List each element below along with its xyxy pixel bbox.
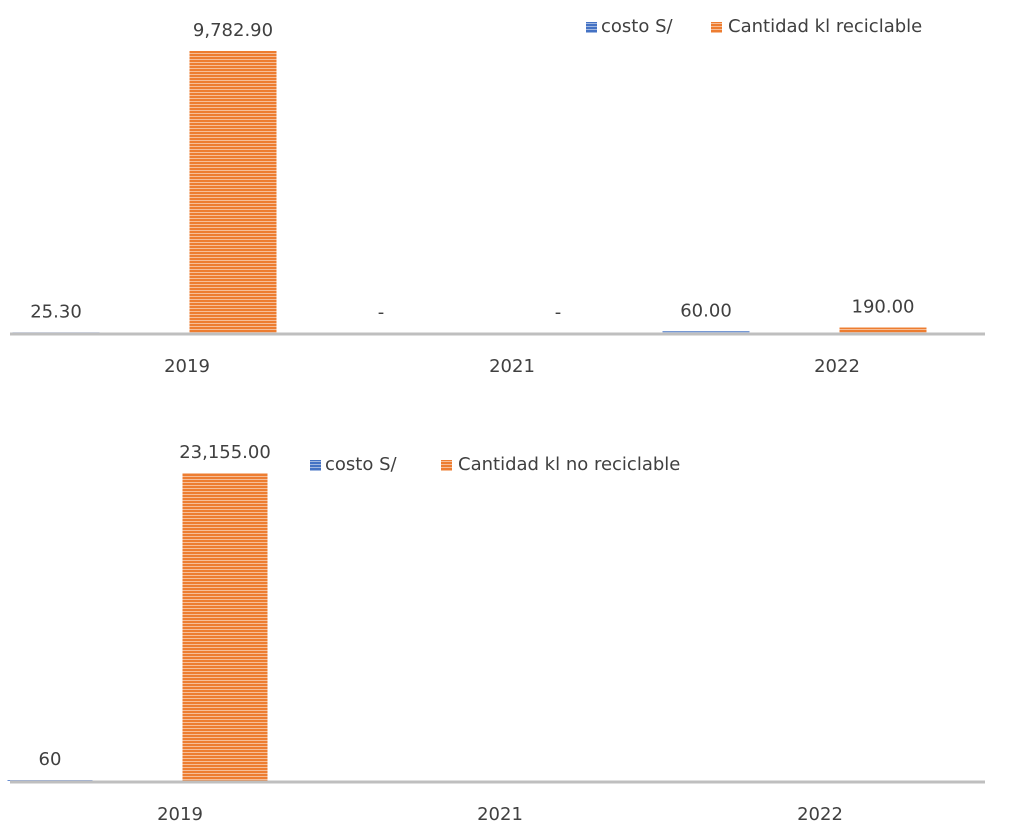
bar-1-s2-2022 bbox=[839, 327, 927, 333]
x-tick-label-2-2021: 2021 bbox=[477, 804, 523, 823]
data-label-1-s1-2022: 60.00 bbox=[680, 300, 732, 321]
legend-swatch-2-s2 bbox=[441, 460, 452, 471]
legend-swatch-1-s2 bbox=[711, 22, 722, 33]
data-label-2-s2-2019: 23,155.00 bbox=[179, 442, 271, 463]
x-tick-label-1-2021: 2021 bbox=[489, 356, 535, 377]
data-label-1-s2-2022: 190.00 bbox=[852, 297, 915, 318]
legend-label-1-s2: Cantidad kl reciclable bbox=[728, 16, 922, 37]
x-tick-label-2-2022: 2022 bbox=[797, 804, 843, 823]
data-label-1-s2-2019: 9,782.90 bbox=[193, 20, 273, 41]
bar-1-s1-2022 bbox=[662, 331, 750, 333]
legend-label-2-s2: Cantidad kl no reciclable bbox=[458, 454, 680, 475]
legend-label-1-s1: costo S/ bbox=[601, 16, 674, 37]
bar-1-s2-2019 bbox=[189, 51, 277, 333]
x-tick-label-1-2019: 2019 bbox=[164, 356, 210, 377]
data-label-1-s1-2019: 25.30 bbox=[30, 301, 82, 322]
x-tick-label-2-2019: 2019 bbox=[157, 804, 203, 823]
data-label-1-s2-2021: - bbox=[555, 302, 562, 323]
legend-swatch-1-s1 bbox=[586, 22, 597, 33]
legend-label-2-s1: costo S/ bbox=[325, 454, 398, 475]
data-label-1-s1-2021: - bbox=[378, 302, 385, 323]
bar-2-s2-2019 bbox=[182, 473, 268, 781]
legend-swatch-2-s1 bbox=[310, 460, 321, 471]
data-label-2-s1-2019: 60 bbox=[39, 749, 62, 770]
x-tick-label-1-2022: 2022 bbox=[814, 356, 860, 377]
